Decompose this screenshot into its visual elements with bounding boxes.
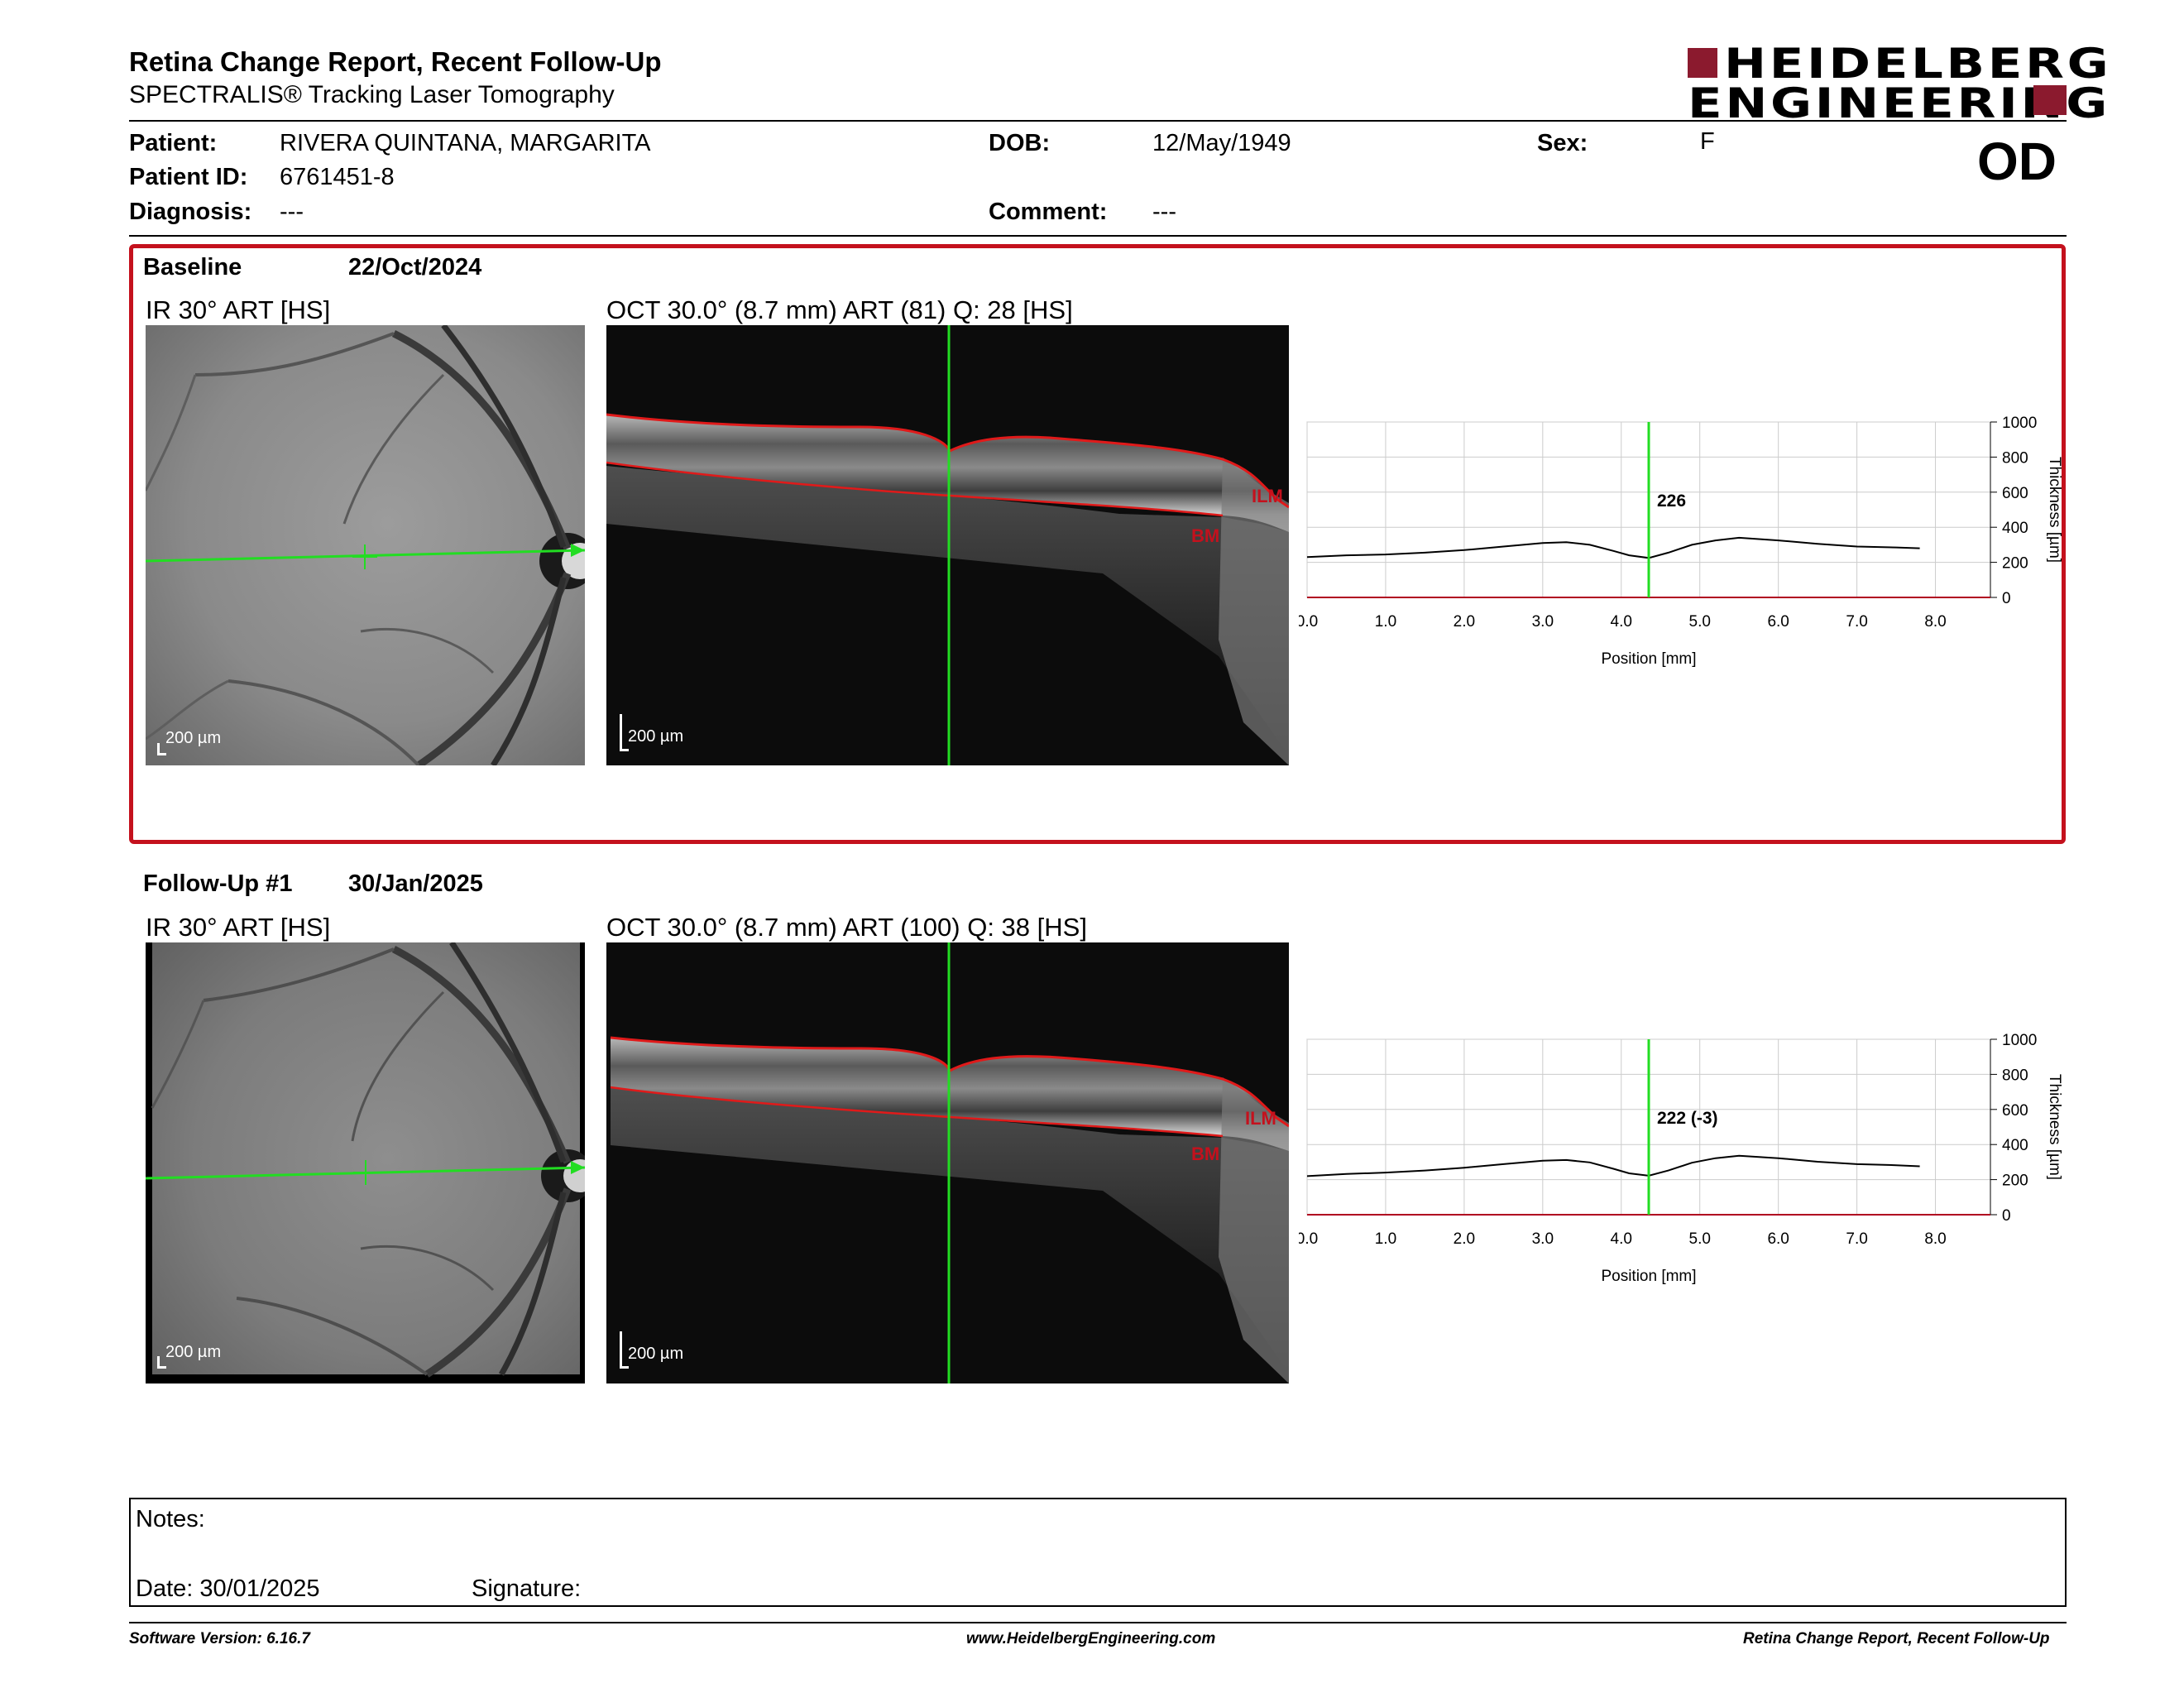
y-tick-label: 800	[2002, 1067, 2028, 1084]
x-tick-label: 4.0	[1611, 613, 1632, 631]
y-tick-label: 200	[2002, 1172, 2028, 1190]
comment-value: ---	[1152, 199, 1176, 225]
diagnosis-label: Diagnosis:	[129, 199, 252, 225]
y-tick-label: 600	[2002, 1102, 2028, 1120]
baseline-oct-scale: 200 µm	[628, 727, 684, 746]
y-tick-label: 400	[2002, 520, 2028, 537]
x-tick-label: 1.0	[1375, 1230, 1396, 1248]
diagnosis-value: ---	[280, 199, 304, 225]
followup-bm-label: BM	[1191, 1144, 1220, 1164]
baseline-date: 22/Oct/2024	[348, 254, 482, 281]
baseline-oct-title: OCT 30.0° (8.7 mm) ART (81) Q: 28 [HS]	[606, 295, 1073, 324]
logo-line-1: HEIDELBERG	[1724, 40, 2112, 88]
y-tick-label: 200	[2002, 555, 2028, 573]
notes-date: Date: 30/01/2025	[136, 1575, 320, 1602]
header-divider	[129, 120, 2067, 122]
comment-label: Comment:	[989, 199, 1108, 225]
patient-id-value: 6761451-8	[280, 164, 395, 190]
baseline-ir-scale: 200 µm	[165, 729, 222, 747]
x-tick-label: 6.0	[1767, 1230, 1789, 1248]
y-tick-label: 1000	[2002, 1032, 2037, 1049]
followup-ir-title: IR 30° ART [HS]	[146, 913, 331, 942]
followup-label: Follow-Up #1	[143, 870, 293, 897]
x-tick-label: 4.0	[1611, 1230, 1632, 1248]
followup-thickness-chart: 0.0 1.0 2.0 3.0 4.0 5.0 6.0 7.0 8.0 0 200 400 600 800…	[1296, 1031, 2085, 1296]
x-tick-label: 6.0	[1767, 613, 1789, 631]
eye-indicator: OD	[1977, 132, 2057, 191]
footer-divider	[129, 1622, 2067, 1623]
x-axis-label: Position [mm]	[1601, 1268, 1696, 1285]
x-tick-label: 8.0	[1924, 1230, 1946, 1248]
y-axis-label: Thickness [µm]	[2046, 1074, 2063, 1180]
footer-report-name: Retina Change Report, Recent Follow-Up	[1743, 1630, 2050, 1647]
y-tick-label: 1000	[2002, 415, 2037, 432]
followup-oct-scale: 200 µm	[628, 1345, 684, 1363]
followup-date: 30/Jan/2025	[348, 870, 483, 897]
x-tick-label: 8.0	[1924, 613, 1946, 631]
sex-label: Sex:	[1537, 130, 1588, 156]
baseline-oct-image[interactable]: ILM BM 200 µm	[606, 325, 1289, 765]
followup-ilm-label: ILM	[1245, 1108, 1276, 1129]
x-tick-label: 7.0	[1846, 613, 1867, 631]
x-tick-label: 0.0	[1299, 613, 1318, 631]
report-title: Retina Change Report, Recent Follow-Up	[129, 46, 662, 77]
website-link[interactable]: www.HeidelbergEngineering.com	[966, 1630, 1216, 1647]
x-tick-label: 0.0	[1299, 1230, 1318, 1248]
signature-label: Signature:	[472, 1575, 582, 1602]
dob-value: 12/May/1949	[1152, 130, 1291, 156]
x-tick-label: 5.0	[1689, 1230, 1711, 1248]
patient-divider	[129, 235, 2067, 237]
followup-ir-image[interactable]: 200 µm	[146, 942, 585, 1383]
y-tick-label: 800	[2002, 449, 2028, 467]
cursor-value-label: 222 (-3)	[1657, 1109, 1718, 1128]
patient-label: Patient:	[129, 130, 218, 156]
dob-label: DOB:	[989, 130, 1051, 156]
x-tick-label: 3.0	[1532, 613, 1554, 631]
x-tick-label: 2.0	[1454, 1230, 1475, 1248]
patient-name: RIVERA QUINTANA, MARGARITA	[280, 130, 651, 156]
baseline-thickness-chart: 0.0 1.0 2.0 3.0 4.0 5.0 6.0 7.0 8.0 0 200 400 600 800…	[1296, 414, 2085, 679]
baseline-ir-title: IR 30° ART [HS]	[146, 295, 331, 324]
thickness-line	[1306, 1154, 1920, 1177]
cursor-value-label: 226	[1657, 492, 1686, 511]
y-axis-label: Thickness [µm]	[2046, 457, 2063, 563]
sex-value: F	[1700, 128, 1715, 155]
x-tick-label: 3.0	[1532, 1230, 1554, 1248]
followup-oct-title: OCT 30.0° (8.7 mm) ART (100) Q: 38 [HS]	[606, 913, 1087, 942]
baseline-ir-image[interactable]: 200 µm	[146, 325, 585, 765]
y-tick-label: 0	[2002, 1207, 2011, 1225]
notes-box[interactable]	[129, 1498, 2067, 1607]
x-tick-label: 5.0	[1689, 613, 1711, 631]
baseline-bm-label: BM	[1191, 525, 1220, 546]
followup-oct-image[interactable]: ILM BM 200 µm	[606, 942, 1289, 1383]
followup-ir-scale: 200 µm	[165, 1343, 222, 1361]
notes-label: Notes:	[136, 1506, 205, 1532]
x-axis-label: Position [mm]	[1601, 650, 1696, 668]
baseline-ilm-label: ILM	[1252, 486, 1283, 506]
report-subtitle: SPECTRALIS® Tracking Laser Tomography	[129, 81, 615, 108]
software-version: Software Version: 6.16.7	[129, 1630, 310, 1647]
thickness-line	[1306, 536, 1920, 559]
baseline-frame	[129, 244, 2066, 844]
patient-id-label: Patient ID:	[129, 164, 248, 190]
x-tick-label: 7.0	[1846, 1230, 1867, 1248]
baseline-label: Baseline	[143, 254, 242, 281]
y-tick-label: 600	[2002, 485, 2028, 502]
x-tick-label: 2.0	[1454, 613, 1475, 631]
y-tick-label: 0	[2002, 590, 2011, 607]
x-tick-label: 1.0	[1375, 613, 1396, 631]
y-tick-label: 400	[2002, 1137, 2028, 1154]
